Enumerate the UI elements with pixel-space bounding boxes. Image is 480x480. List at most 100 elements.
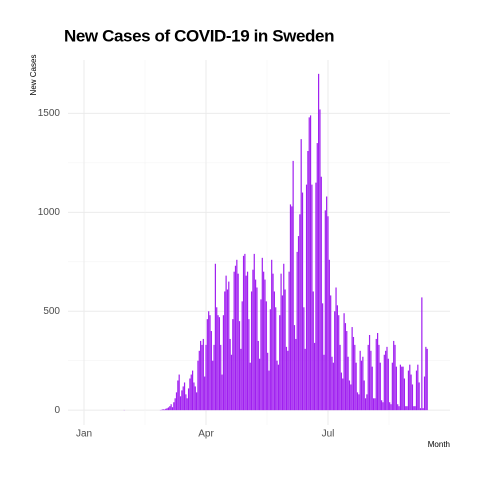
bar	[355, 362, 357, 411]
bar	[171, 407, 174, 411]
bar	[244, 253, 246, 411]
bar	[387, 358, 389, 411]
bar	[255, 279, 257, 411]
bar	[202, 338, 204, 411]
bar	[208, 311, 210, 411]
bar	[216, 307, 218, 411]
bar	[297, 236, 300, 411]
bar	[165, 408, 167, 411]
bar	[299, 214, 301, 411]
bar	[307, 151, 309, 411]
bar	[399, 364, 401, 411]
bar	[305, 184, 308, 411]
bar	[252, 269, 254, 411]
bar	[386, 346, 388, 411]
bar	[272, 273, 274, 411]
bar	[293, 325, 296, 411]
bar	[166, 408, 168, 411]
bar	[217, 315, 219, 411]
bar	[196, 392, 198, 411]
bar	[419, 408, 422, 411]
bar	[198, 350, 200, 411]
bar	[301, 192, 304, 411]
bar	[163, 409, 166, 411]
bar	[210, 331, 212, 411]
bar	[253, 253, 255, 411]
bar	[277, 364, 279, 411]
bar	[351, 327, 353, 411]
bar	[423, 376, 426, 411]
chart-title: New Cases of COVID-19 in Sweden	[64, 26, 334, 45]
y-axis-label: New Cases	[29, 55, 38, 96]
y-tick-label: 500	[43, 306, 60, 317]
bar	[407, 370, 410, 411]
bar	[240, 348, 242, 411]
bar	[246, 271, 249, 411]
bar	[390, 404, 392, 411]
bar	[421, 297, 423, 411]
bar	[346, 331, 348, 411]
bar	[322, 303, 324, 411]
bar	[342, 378, 344, 411]
bar	[414, 406, 416, 411]
bar	[284, 289, 286, 411]
bar	[221, 374, 223, 411]
bar	[275, 307, 277, 411]
bar	[336, 305, 338, 411]
bar	[181, 390, 183, 411]
bar	[340, 372, 343, 411]
x-tick-label: Jan	[76, 429, 92, 440]
bar	[178, 374, 180, 411]
bar	[415, 370, 418, 411]
bar	[225, 275, 227, 411]
bar	[288, 271, 290, 411]
bar	[417, 364, 419, 411]
bar	[348, 380, 351, 411]
bar	[367, 344, 369, 411]
bar	[179, 396, 182, 411]
bar	[303, 307, 305, 411]
bar	[405, 406, 407, 411]
bar	[260, 299, 262, 411]
bar	[201, 344, 203, 411]
bar	[338, 315, 340, 411]
bar	[410, 374, 412, 411]
bar	[273, 291, 275, 411]
bar	[230, 354, 233, 411]
bar	[197, 360, 199, 411]
bar	[300, 139, 302, 411]
bar	[343, 313, 345, 411]
bar	[331, 356, 333, 411]
bar	[220, 344, 222, 411]
bar	[339, 344, 341, 411]
bar	[218, 317, 221, 411]
bar	[393, 340, 395, 411]
bar	[261, 257, 263, 411]
bar	[183, 382, 186, 411]
bar	[265, 301, 267, 411]
bar	[190, 374, 192, 411]
bar	[226, 289, 229, 411]
bar	[326, 196, 328, 411]
bar	[191, 370, 194, 411]
bar	[250, 291, 253, 411]
bar	[344, 323, 347, 411]
x-tick-label: Jul	[322, 429, 335, 440]
bar	[313, 342, 316, 411]
bar	[374, 398, 376, 411]
bar	[312, 291, 314, 411]
y-tick-label: 0	[54, 405, 60, 416]
bar	[409, 364, 411, 411]
bar	[209, 315, 211, 411]
bar	[368, 334, 371, 411]
bar	[385, 350, 387, 411]
bar	[237, 273, 239, 411]
bar	[383, 354, 385, 411]
bar	[295, 338, 297, 411]
bar	[213, 344, 215, 411]
bar	[264, 279, 266, 411]
bar	[194, 386, 196, 411]
bar	[364, 398, 367, 411]
y-tick-label: 1500	[38, 108, 61, 119]
